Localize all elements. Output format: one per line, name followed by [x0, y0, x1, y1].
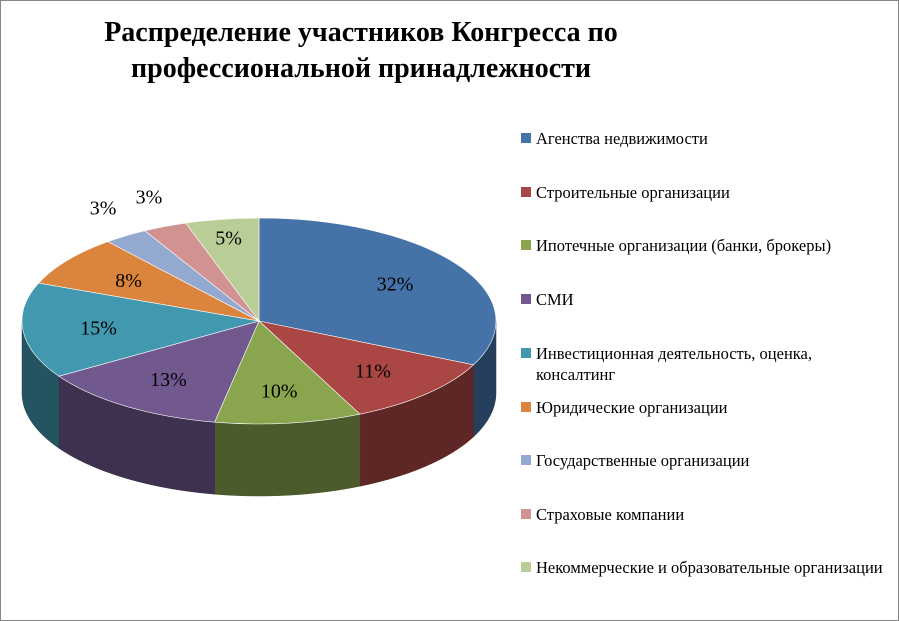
legend-label-3: Ипотечные организации (банки, брокеры)	[536, 236, 832, 255]
legend-label-9: Некоммерческие и образовательные организ…	[536, 558, 883, 577]
chart-title-line-1: Распределение участников Конгресса по	[104, 17, 618, 48]
legend-swatch-5	[521, 348, 531, 358]
legend-swatch-2	[521, 187, 531, 197]
pie-slice-6	[38, 241, 260, 322]
legend-swatch-7	[521, 455, 531, 465]
legend-swatch-8	[521, 509, 531, 519]
legend-swatch-1	[521, 133, 531, 143]
data-label-7: 3%	[90, 197, 117, 219]
legend-swatch-6	[521, 402, 531, 412]
pie-slice-9	[185, 217, 260, 322]
legend: Агенства недвижимости Строительные органи…	[521, 1, 891, 620]
chart-title-line-2: профессиональной принадлежности	[130, 53, 592, 84]
legend-label-8: Страховые компании	[536, 505, 685, 524]
data-label-6: 8%	[115, 270, 142, 292]
pie-slice-2	[258, 320, 475, 415]
legend-label-5: Инвестиционная деятельность, оценка, кон…	[536, 344, 812, 384]
legend-label-6: Юридические организации	[536, 398, 728, 417]
legend-label-1: Агенства недвижимости	[536, 129, 708, 148]
data-label-9: 5%	[215, 228, 242, 250]
legend-label-7: Государственные организации	[536, 451, 750, 470]
legend-label-2: Строительные организации	[536, 183, 730, 202]
data-label-1: 32%	[377, 274, 414, 296]
legend-swatch-4	[521, 294, 531, 304]
pie-slice-4	[58, 320, 260, 423]
pie-data-labels: 32% 11% 10% 13% 15% 8% 3% 3% 5%	[80, 186, 413, 402]
data-label-5: 15%	[80, 318, 117, 340]
data-label-2: 11%	[355, 361, 391, 383]
pie-slice-5	[21, 282, 260, 377]
legend-swatch-3	[521, 240, 531, 250]
chart-title: Распределение участников Конгресса по пр…	[91, 15, 631, 87]
pie-side-3	[214, 413, 361, 497]
legend-label-4: СМИ	[536, 290, 574, 309]
data-label-8: 3%	[136, 186, 163, 208]
data-label-3: 10%	[261, 381, 298, 403]
pie-slice-3	[214, 320, 361, 425]
pie-slice-1	[258, 217, 497, 366]
data-label-4: 13%	[150, 369, 187, 391]
legend-swatch-9	[521, 562, 531, 572]
pie-slices	[21, 217, 497, 425]
